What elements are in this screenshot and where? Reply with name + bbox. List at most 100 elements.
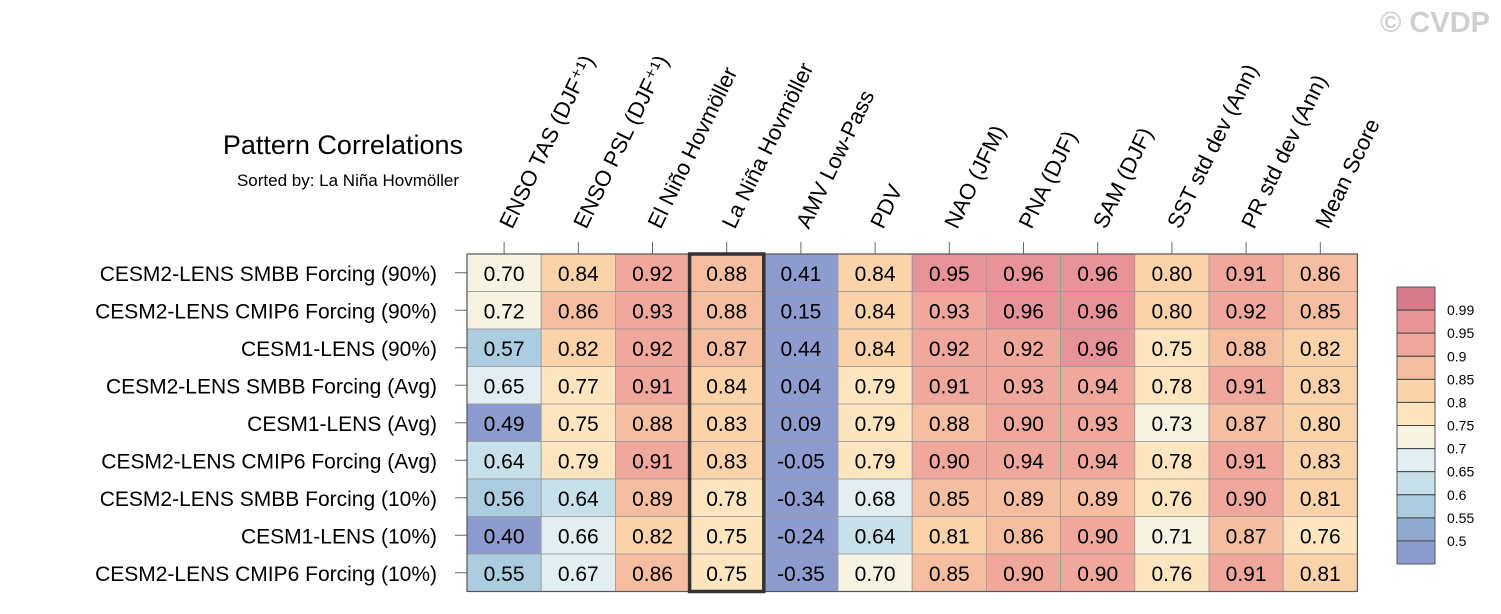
heatmap-cell [911,253,987,292]
heatmap-cell [837,328,913,367]
heatmap-cell [837,516,913,555]
cell-value-label: 0.92 [1003,338,1044,361]
cell-value-label: 0.93 [632,300,673,323]
cell-value-label: 0.71 [1151,525,1192,548]
row-label: CESM1-LENS (90%) [241,338,437,361]
cell-value-label: 0.44 [780,338,821,361]
heatmap-cell [837,441,913,480]
cell-value-label: 0.96 [1003,263,1044,286]
heatmap-cell [466,478,542,517]
colorbar-bin [1396,540,1436,565]
colorbar-tick-label: 0.5 [1447,533,1467,549]
heatmap-cell [540,366,616,405]
cell-value-label: 0.96 [1077,300,1118,323]
colorbar-bin [1396,332,1436,357]
cell-value-label: 0.70 [855,563,896,586]
cell-value-label: 0.64 [558,488,599,511]
cell-value-label: 0.87 [1226,413,1267,436]
row-label: CESM2-LENS CMIP6 Forcing (Avg) [101,450,437,473]
cell-value-label: 0.15 [780,300,821,323]
heatmap-cell [763,553,839,592]
heatmap-cell [911,328,987,367]
heatmap-cell [1208,553,1284,592]
colorbar-bin [1396,355,1436,380]
cell-value-label: 0.89 [1003,488,1044,511]
cell-value-label: 0.90 [1077,525,1118,548]
cell-value-label: 0.92 [929,338,970,361]
cell-value-label: 0.79 [855,450,896,473]
heatmap-cell [466,441,542,480]
cell-value-label: 0.92 [632,338,673,361]
heatmap-cell [466,366,542,405]
colorbar-bin [1396,517,1436,542]
heatmap-cell [1134,553,1210,592]
heatmap-cell [837,478,913,517]
heatmap-cell [615,553,691,592]
cell-value-label: -0.34 [777,488,825,511]
heatmap-cell [466,291,542,330]
heatmap-cell [1134,253,1210,292]
heatmap-cell [540,403,616,442]
colorbar-tick-label: 0.85 [1447,371,1474,387]
row-label: CESM2-LENS CMIP6 Forcing (10%) [95,563,437,586]
heatmap-cell [911,478,987,517]
cell-value-label: 0.82 [558,338,599,361]
colorbar-tick-label: 0.95 [1447,325,1474,341]
colorbar-bin [1396,402,1436,426]
colorbar-bin [1396,448,1436,473]
cell-value-label: 0.90 [1226,488,1267,511]
cell-value-label: 0.82 [1300,338,1341,361]
column-header: Mean Score [1310,115,1384,233]
colorbar: 0.99 0.95 0.9 0.85 0.8 0.75 0.7 0.65 0.6 0.55 0.5 [1396,286,1474,565]
heatmap-cell [1282,328,1358,367]
cell-value-label: 0.56 [484,488,525,511]
colorbar-tick-label: 0.8 [1447,394,1467,410]
cell-value-label: 0.57 [484,338,525,361]
cell-value-label: 0.96 [1003,300,1044,323]
cell-value-label: 0.79 [855,375,896,398]
column-header: AMV Low-Pass [791,86,879,232]
column-header: PNA (DJF) [1014,127,1083,232]
colorbar-tick-label: 0.6 [1447,487,1467,503]
cell-value-label: 0.92 [1226,300,1267,323]
cell-value-label: 0.93 [1003,375,1044,398]
heatmap-cell [763,441,839,480]
cell-value-label: 0.91 [1226,375,1267,398]
heatmap-cell [837,291,913,330]
heatmap-cell [1134,291,1210,330]
cell-value-label: 0.70 [484,263,525,286]
heatmap-cell [1208,366,1284,405]
cell-value-label: 0.89 [632,488,673,511]
cell-value-label: 0.40 [484,525,525,548]
cell-value-label: 0.68 [855,488,896,511]
cell-value-label: 0.84 [855,338,896,361]
heatmap-cell [763,516,839,555]
heatmap-cell [689,403,765,442]
heatmap-cell [1134,478,1210,517]
cell-value-label: 0.84 [706,375,747,398]
cell-value-label: 0.83 [706,450,747,473]
heatmap-cell [986,291,1062,330]
heatmap-cell [1282,441,1358,480]
colorbar-tick-label: 0.9 [1447,348,1467,364]
cell-value-label: 0.67 [558,563,599,586]
cell-value-label: 0.96 [1077,338,1118,361]
heatmap-cell [615,441,691,480]
heatmap-cell [689,441,765,480]
cell-value-label: 0.79 [558,450,599,473]
cell-value-label: 0.49 [484,413,525,436]
cell-value-label: 0.91 [632,450,673,473]
heatmap-cell [1134,403,1210,442]
cell-value-label: 0.88 [1226,338,1267,361]
cell-value-label: 0.93 [929,300,970,323]
cell-value-label: 0.88 [706,263,747,286]
cell-value-label: 0.75 [706,563,747,586]
cell-value-label: 0.78 [706,488,747,511]
heatmap-cell [1282,253,1358,292]
chart-subtitle: Sorted by: La Niña Hovmöller [237,171,459,190]
heatmap-cell [689,516,765,555]
row-label: CESM1-LENS (Avg) [247,413,437,436]
colorbar-bin [1396,494,1436,519]
cell-value-label: 0.92 [632,263,673,286]
cell-value-label: 0.76 [1151,563,1192,586]
